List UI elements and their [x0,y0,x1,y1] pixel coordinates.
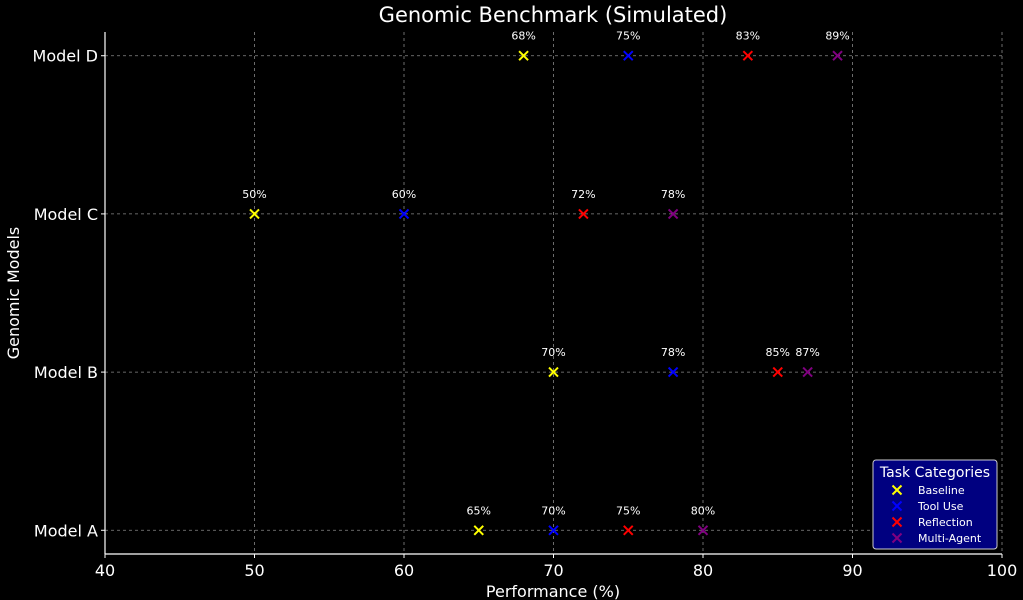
x-tick-label: 100 [987,561,1018,580]
legend: Task Categories Baseline Tool Use Reflectio… [872,459,998,550]
data-point-baseline [518,50,529,61]
legend-marker [891,532,903,544]
chart-title: Genomic Benchmark (Simulated) [379,3,728,27]
data-label: 60% [392,188,416,201]
x-tick-label: 80 [693,561,713,580]
data-point-tool-use [623,50,634,61]
data-point-multi-agent [802,366,813,378]
data-point-reflection [578,208,589,220]
data-label: 85% [766,346,790,359]
data-label: 65% [467,504,491,517]
data-point-tool-use [548,525,559,536]
legend-label: Tool Use [917,500,964,513]
data-point-reflection [772,366,783,378]
data-label: 75% [616,504,640,517]
y-tick-label: Model A [34,521,98,540]
data-points: 65% 70% 50% 68% 70% 78% 60% 75% 75% 85% 72% 83% 80% 8… [242,30,850,536]
data-label: 68% [511,30,535,43]
data-label: 70% [541,504,565,517]
data-point-multi-agent [697,525,709,536]
data-label: 70% [541,346,565,359]
data-point-reflection [742,50,754,61]
legend-box [872,459,998,550]
data-point-multi-agent [667,208,679,220]
x-tick-label: 90 [842,561,862,580]
x-axis-label: Performance (%) [486,582,620,600]
data-label: 83% [736,30,760,43]
legend-label: Reflection [918,516,973,529]
x-tick-label: 60 [394,561,414,580]
data-label: 72% [571,188,595,201]
data-label: 50% [242,188,266,201]
data-point-tool-use [398,208,410,220]
x-tick-label: 50 [244,561,264,580]
data-point-tool-use [667,366,679,378]
data-label: 78% [661,346,685,359]
data-label: 78% [661,188,685,201]
legend-marker [891,516,903,528]
data-point-multi-agent [832,50,843,61]
x-tick-label: 70 [543,561,563,580]
data-point-baseline [548,366,559,378]
legend-marker [891,484,903,496]
data-label: 75% [616,30,640,43]
data-point-baseline [473,525,484,536]
data-label: 89% [825,30,849,43]
y-axis-label: Genomic Models [4,227,23,359]
x-tick-label: 40 [95,561,115,580]
legend-title: Task Categories [879,465,990,481]
y-tick-label: Model C [34,205,98,224]
legend-label: Multi-Agent [918,532,982,545]
y-tick-label: Model D [33,47,98,66]
grid [104,32,1003,554]
data-label: 87% [795,346,819,359]
legend-marker [891,500,903,512]
legend-label: Baseline [918,484,965,497]
axes: 40 50 60 70 80 90 100 Model A Model B Model C Mode… [33,32,1018,580]
data-label: 80% [691,504,715,517]
data-point-reflection [623,525,634,536]
data-point-baseline [249,208,260,220]
y-tick-label: Model B [34,363,98,382]
